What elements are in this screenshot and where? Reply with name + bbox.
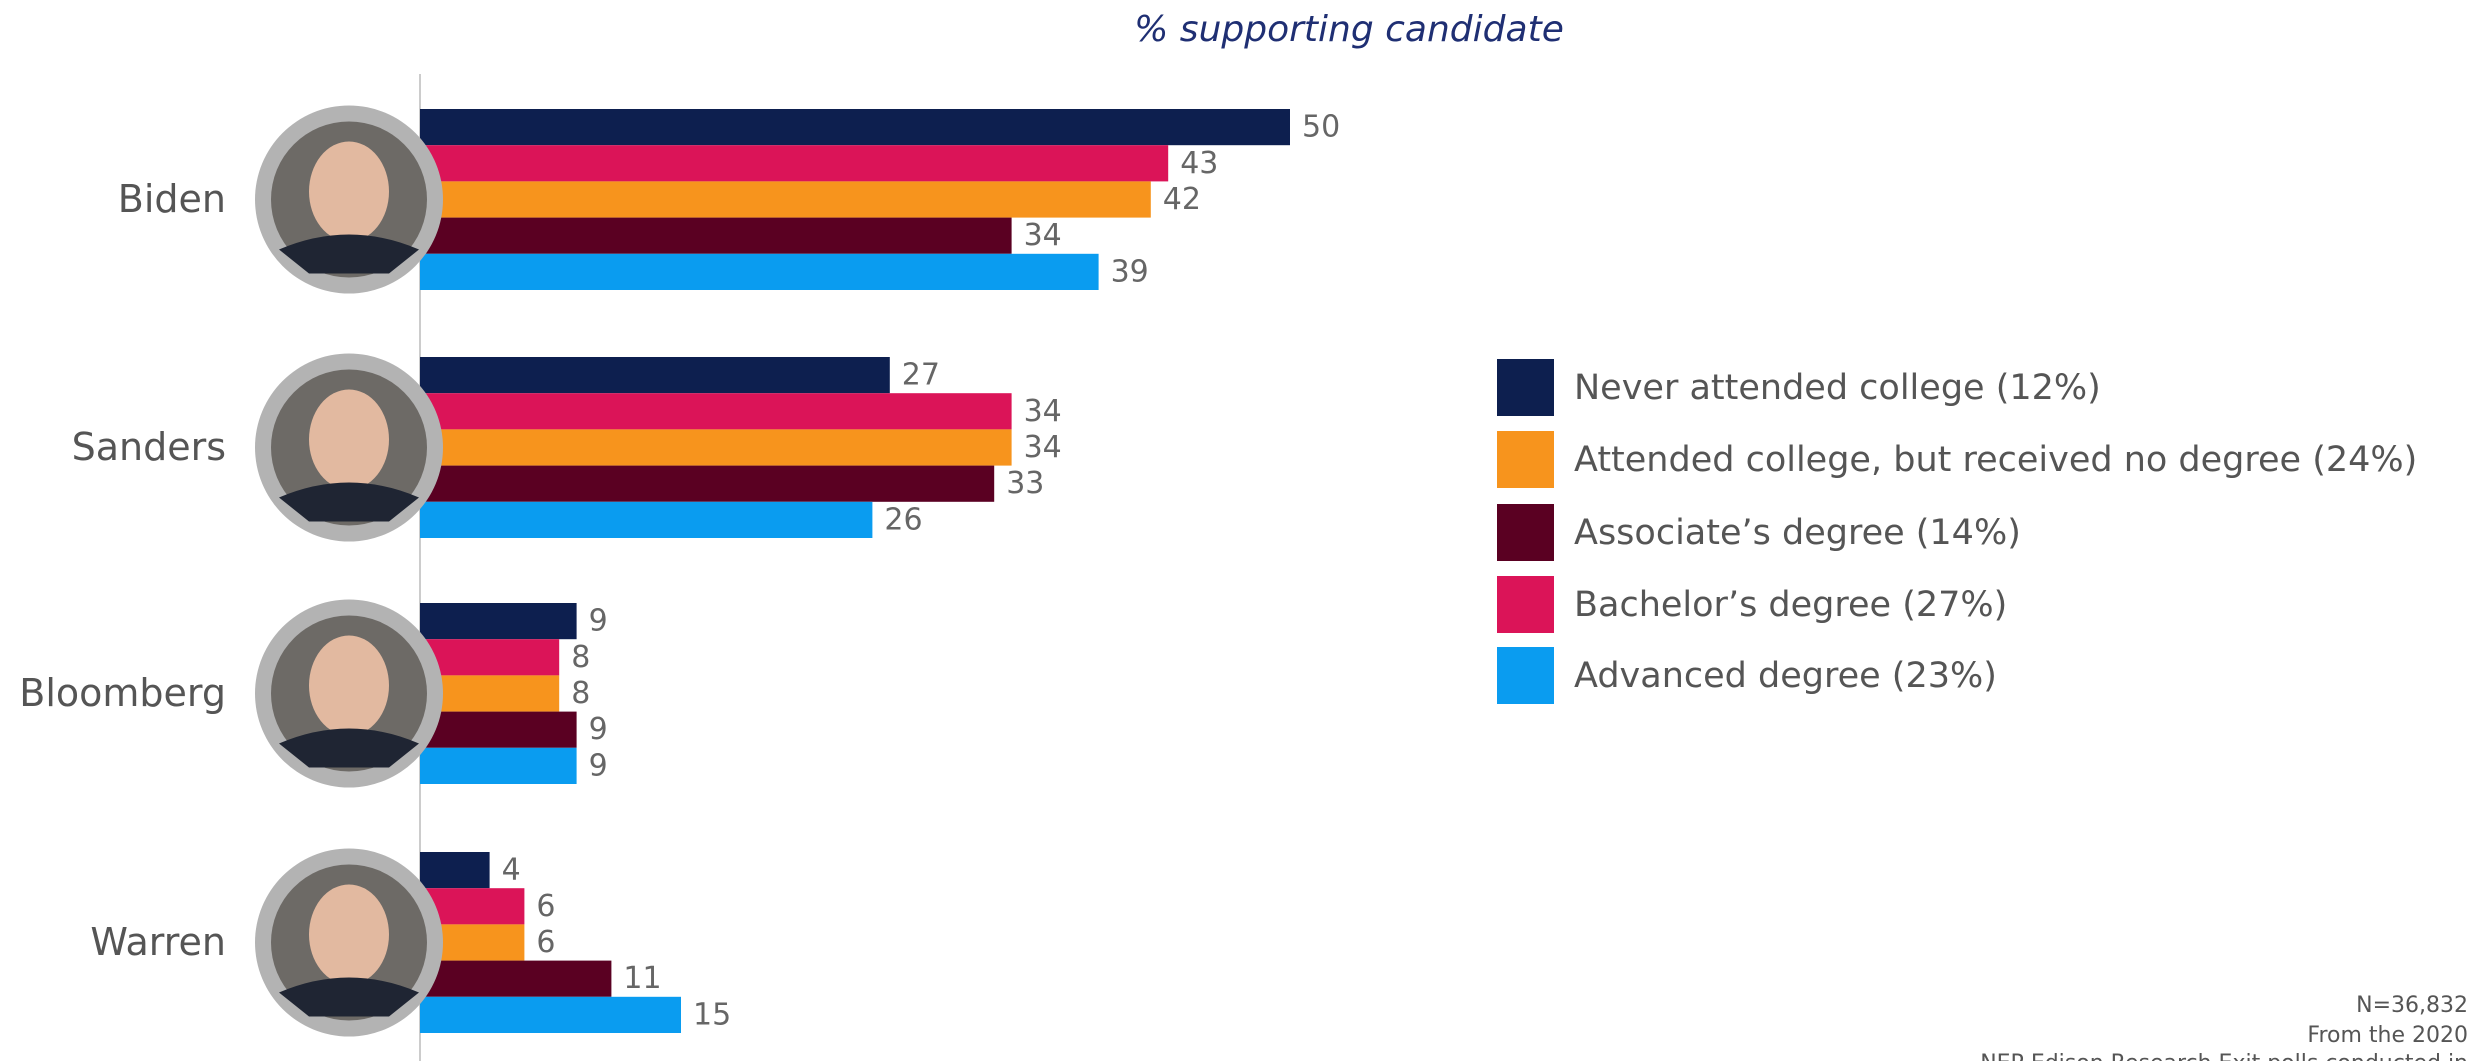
legend-swatch <box>1497 359 1554 416</box>
legend-label: Attended college, but received no degree… <box>1574 440 2417 480</box>
value-label: 8 <box>571 676 590 711</box>
value-label: 50 <box>1302 110 1340 145</box>
value-label: 9 <box>589 604 608 639</box>
candidate-photo-suit <box>279 482 419 522</box>
bar <box>420 747 577 784</box>
bar <box>420 996 681 1033</box>
candidate-photo-face <box>309 389 389 490</box>
category-label: Biden <box>118 177 226 221</box>
category-label: Sanders <box>72 425 226 469</box>
value-label: 33 <box>1006 466 1044 501</box>
value-label: 8 <box>571 640 590 675</box>
footnote: From the 2020 <box>2307 1023 2468 1048</box>
footnote: N=36,832 <box>2356 993 2468 1018</box>
category-label: Warren <box>90 920 226 964</box>
legend-swatch <box>1497 576 1554 633</box>
value-label: 27 <box>902 358 940 393</box>
bar <box>420 603 577 640</box>
bar <box>420 145 1169 182</box>
value-label: 43 <box>1180 146 1218 181</box>
value-label: 6 <box>536 925 555 960</box>
category-label: Bloomberg <box>19 671 226 715</box>
bar <box>420 357 890 394</box>
bar <box>420 960 612 997</box>
bar <box>420 465 995 502</box>
bar <box>420 181 1151 218</box>
value-label: 34 <box>1024 430 1062 465</box>
value-label: 4 <box>502 853 521 888</box>
legend-swatch <box>1497 504 1554 561</box>
candidate-photo-face <box>309 884 389 985</box>
legend-label: Bachelor’s degree (27%) <box>1574 585 2007 625</box>
bar <box>420 852 490 889</box>
value-label: 11 <box>623 961 661 996</box>
value-label: 42 <box>1163 182 1201 217</box>
value-label: 9 <box>589 712 608 747</box>
candidate-photo-suit <box>279 977 419 1017</box>
bar <box>420 253 1099 290</box>
bar <box>420 639 560 676</box>
bar <box>420 109 1290 146</box>
bar <box>420 675 560 712</box>
chart-title: % supporting candidate <box>1134 9 1564 50</box>
legend-swatch <box>1497 647 1554 704</box>
legend-swatch <box>1497 431 1554 488</box>
value-label: 34 <box>1024 218 1062 253</box>
candidate-photo-suit <box>279 728 419 768</box>
legend-label: Never attended college (12%) <box>1574 368 2101 408</box>
value-label: 34 <box>1024 394 1062 429</box>
bar <box>420 711 577 748</box>
candidate-photo-face <box>309 141 389 242</box>
bar <box>420 393 1012 430</box>
value-label: 26 <box>884 502 922 537</box>
bar <box>420 501 873 538</box>
footnote: NEP Edison Research Exit polls conducted… <box>1980 1051 2468 1061</box>
legend-label: Associate’s degree (14%) <box>1574 513 2021 553</box>
candidate-photo-suit <box>279 234 419 274</box>
bar <box>420 217 1012 254</box>
value-label: 9 <box>589 748 608 783</box>
candidate-photo-face <box>309 635 389 736</box>
value-label: 6 <box>536 889 555 924</box>
value-label: 15 <box>693 997 731 1032</box>
value-label: 39 <box>1111 254 1149 289</box>
legend-label: Advanced degree (23%) <box>1574 656 1997 696</box>
bar <box>420 429 1012 466</box>
